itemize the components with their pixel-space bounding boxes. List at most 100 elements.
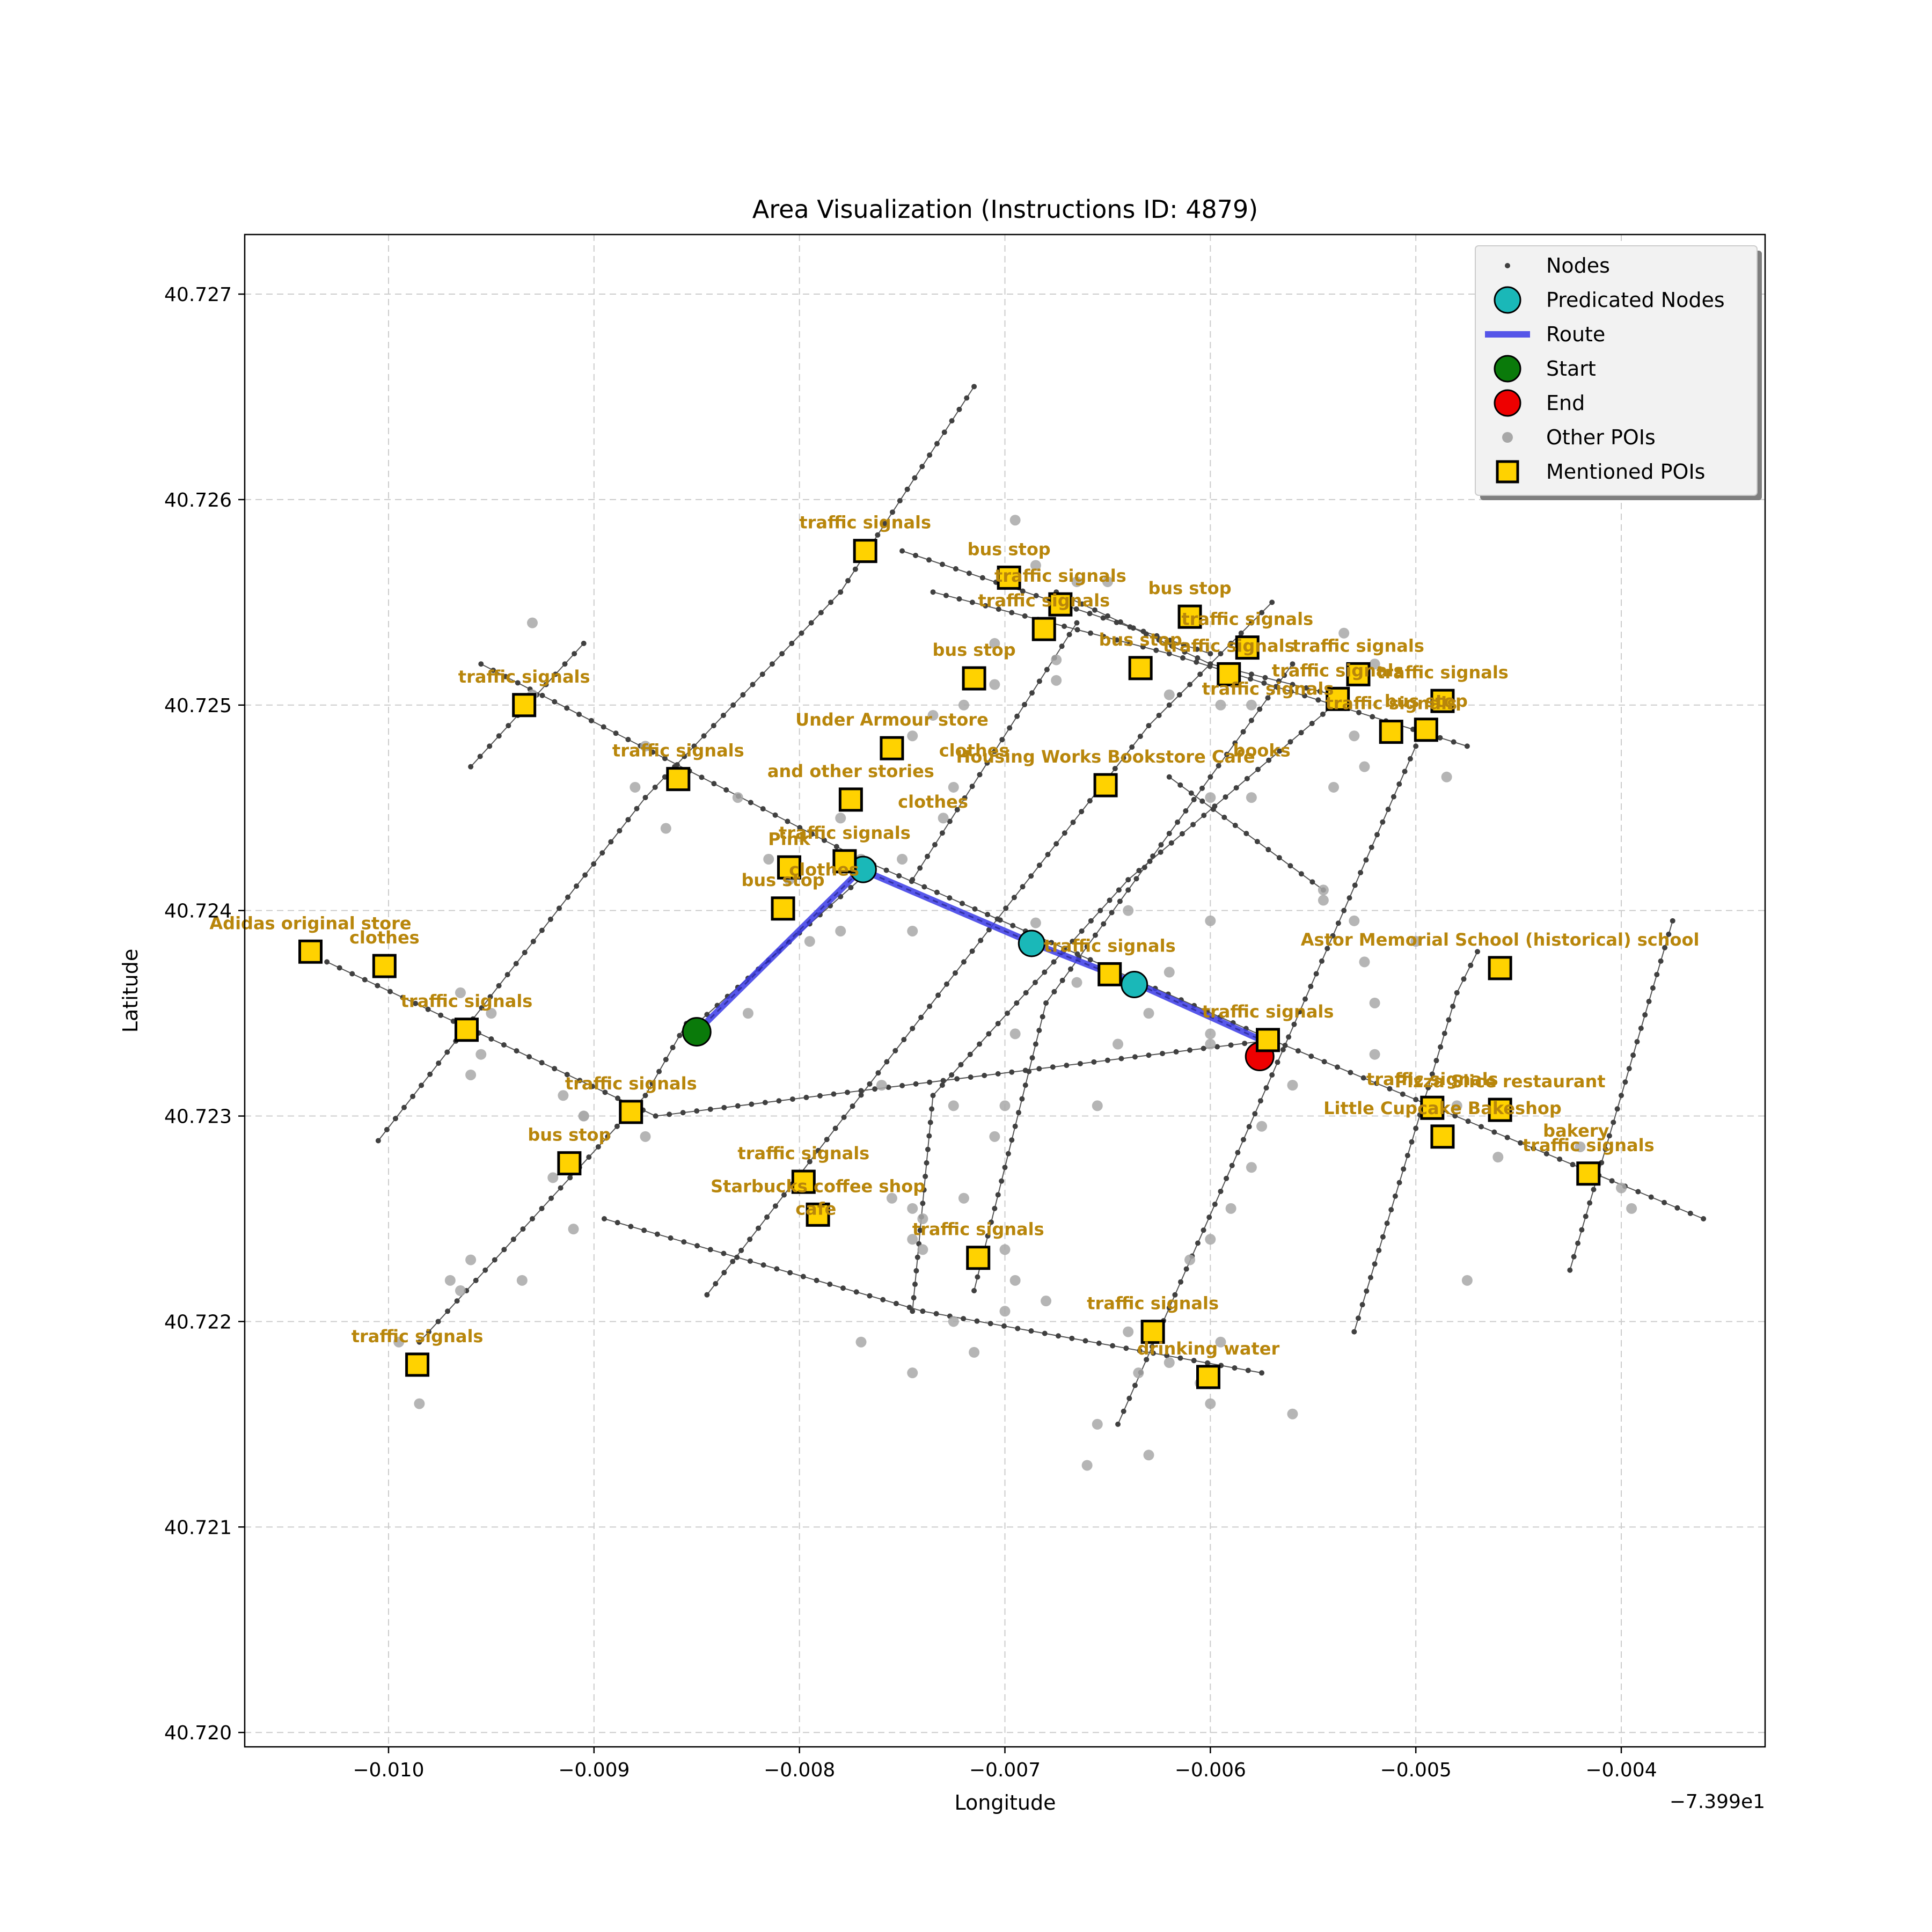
- road-node: [845, 577, 851, 583]
- road-node: [1263, 1085, 1269, 1091]
- road-node: [1370, 714, 1375, 720]
- road-node: [1246, 1124, 1252, 1130]
- road-node: [1591, 1187, 1597, 1192]
- other-poi-marker: [1009, 515, 1021, 526]
- road-node: [1101, 634, 1107, 640]
- legend-entry-label: Route: [1546, 323, 1605, 346]
- road-node: [924, 1160, 930, 1166]
- road-node: [1701, 1216, 1707, 1221]
- mentioned-poi-marker: [838, 787, 863, 812]
- road-node: [614, 1220, 620, 1226]
- road-node: [748, 800, 753, 806]
- road-node: [416, 1339, 422, 1345]
- mentioned-poi-marker: [1420, 1095, 1445, 1120]
- road-node: [668, 1235, 674, 1241]
- road-node: [901, 1037, 907, 1043]
- road-node: [1235, 1150, 1241, 1155]
- road-node: [1208, 651, 1213, 657]
- other-poi-marker: [1318, 895, 1329, 906]
- road-node: [1110, 1343, 1116, 1349]
- road-node: [995, 1192, 1001, 1198]
- road-node: [721, 712, 727, 718]
- road-node: [506, 723, 511, 729]
- road-node: [1137, 1348, 1143, 1353]
- other-poi-marker: [1328, 781, 1340, 793]
- road-node: [1029, 1055, 1035, 1061]
- other-poi-marker: [547, 1172, 559, 1183]
- mentioned-poi-marker: [966, 1246, 991, 1270]
- road-node: [1360, 1075, 1366, 1081]
- road-node: [918, 1014, 924, 1020]
- road-node: [740, 692, 746, 698]
- legend-entry-label: Start: [1546, 357, 1596, 380]
- road-node: [586, 1154, 592, 1160]
- road-node: [730, 702, 736, 708]
- road-node: [749, 1101, 755, 1107]
- road-node: [515, 680, 521, 686]
- road-node: [1630, 1052, 1636, 1058]
- road-node: [974, 1318, 980, 1324]
- road-node: [1132, 1382, 1138, 1388]
- road-node: [1010, 923, 1016, 928]
- other-poi-marker: [1205, 1028, 1216, 1040]
- road-node: [971, 1288, 977, 1294]
- mentioned-poi-marker: [997, 565, 1021, 590]
- mentioned-poi-marker: [1140, 1320, 1165, 1344]
- road-node: [1001, 1323, 1007, 1329]
- road-node: [772, 1203, 778, 1209]
- road-node: [662, 756, 668, 762]
- road-node: [964, 395, 970, 401]
- road-node: [850, 1103, 855, 1109]
- other-poi-marker: [835, 925, 846, 936]
- road-node: [930, 589, 936, 595]
- road-node: [1056, 1333, 1062, 1339]
- road-node: [1012, 1123, 1018, 1129]
- road-node: [1626, 1066, 1632, 1072]
- road-node: [468, 764, 474, 770]
- road-node: [1201, 1045, 1206, 1051]
- road-node: [1109, 910, 1115, 916]
- road-node: [526, 1054, 532, 1060]
- other-poi-marker: [1461, 1275, 1473, 1286]
- road-node: [1016, 1110, 1022, 1116]
- road-node: [663, 1057, 669, 1063]
- road-node: [953, 566, 958, 572]
- other-poi-marker: [1113, 1038, 1124, 1050]
- other-poi-marker: [465, 1254, 477, 1265]
- road-node: [1224, 751, 1230, 757]
- road-node: [1243, 831, 1249, 837]
- road-node: [564, 1072, 570, 1078]
- road-node: [1259, 610, 1265, 616]
- other-poi-marker: [907, 1367, 918, 1379]
- road-node: [1666, 931, 1672, 937]
- mentioned-poi-marker: [512, 693, 537, 718]
- road-node: [435, 1319, 441, 1324]
- road-node: [1172, 1292, 1178, 1298]
- poi-label: traffic signals: [1087, 1293, 1219, 1314]
- road-node: [1009, 1069, 1015, 1075]
- road-node: [721, 1104, 727, 1110]
- y-tick-label: 40.723: [164, 1106, 232, 1128]
- x-axis-ticks: −0.010 −0.009 −0.008 −0.007 −0.006 −0.005 −0.0…: [353, 1747, 1657, 1781]
- road-node: [670, 1044, 676, 1050]
- road-node: [1179, 831, 1185, 837]
- road-node: [694, 1243, 700, 1249]
- road-node: [925, 853, 931, 859]
- road-node: [1194, 646, 1200, 652]
- road-node: [1413, 1125, 1419, 1131]
- road-node: [1218, 1188, 1224, 1194]
- road-node: [1658, 958, 1664, 964]
- road-node: [1092, 607, 1097, 613]
- road-node: [1409, 1139, 1415, 1145]
- mentioned-poi-marker: [666, 767, 691, 792]
- road-node: [1166, 1305, 1172, 1311]
- other-poi-marker: [1041, 1296, 1052, 1307]
- poi-label: traffic signals: [1272, 660, 1404, 680]
- road-node: [1002, 1165, 1008, 1170]
- poi-label: Starbucks coffee shop: [711, 1176, 925, 1196]
- road-node: [1324, 946, 1330, 952]
- road-node: [1167, 638, 1173, 643]
- road-node: [1232, 823, 1238, 829]
- other-poi-marker: [907, 925, 918, 936]
- road-node: [969, 784, 975, 789]
